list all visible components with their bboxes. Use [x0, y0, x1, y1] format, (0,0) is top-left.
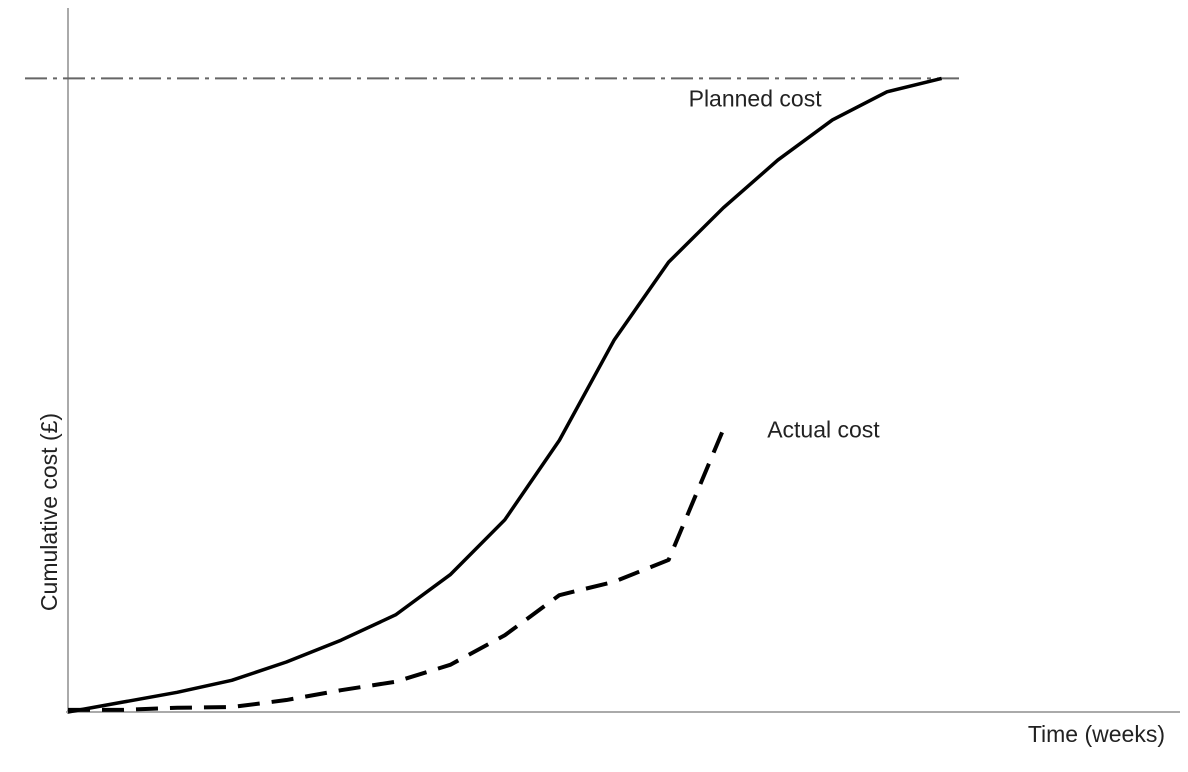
series-line	[67, 76, 943, 714]
series-label: Actual cost	[767, 417, 880, 443]
y-axis-label: Cumulative cost (£)	[36, 413, 62, 611]
series-line	[68, 428, 726, 712]
series-label: Planned cost	[689, 85, 823, 111]
x-axis-label: Time (weeks)	[1028, 721, 1165, 747]
